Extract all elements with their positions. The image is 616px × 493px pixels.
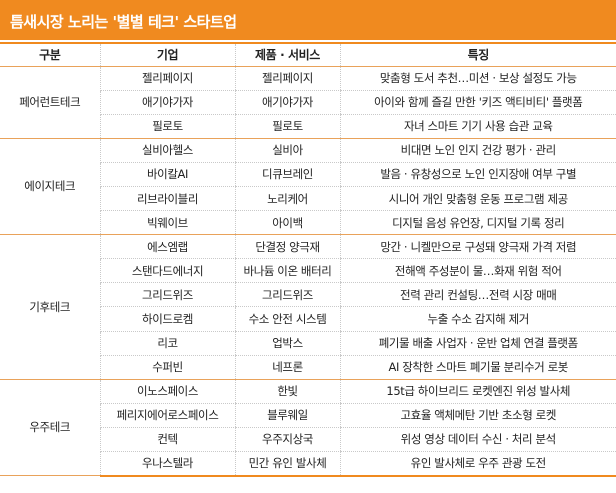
table-row: 스탠다드에너지 바나듐 이온 배터리 전해액 주성분이 물…화재 위험 적어 <box>0 258 616 284</box>
product-cell: 필로토 <box>234 114 340 139</box>
product-cell: 디큐브레인 <box>234 162 340 187</box>
category-cell: 우주테크 <box>0 379 100 477</box>
company-cell: 바이칼AI <box>99 162 235 187</box>
table-row: 페리지에어로스페이스 블루웨일 고효율 액체메탄 기반 초소형 로켓 <box>0 403 616 428</box>
company-cell: 에스엠랩 <box>99 234 235 260</box>
startup-table: 구분 기업 제품 · 서비스 특징 페어런트테크 젤리페이지 젤리페이지 맞춤형… <box>0 42 616 477</box>
table-row: 필로토 필로토 자녀 스마트 기기 사용 습관 교육 <box>0 114 616 139</box>
company-cell: 리브라이블리 <box>99 186 235 212</box>
feature-cell: 시니어 개인 맞춤형 운동 프로그램 제공 <box>339 186 616 212</box>
feature-cell: 유인 발사체로 우주 관광 도전 <box>339 451 616 477</box>
product-cell: 수소 안전 시스템 <box>234 306 340 332</box>
page-title: 틈새시장 노리는 '별별 테크' 스타트업 <box>0 0 616 40</box>
feature-cell: 전해액 주성분이 물…화재 위험 적어 <box>339 258 616 284</box>
feature-cell: 아이와 함께 즐길 만한 '키즈 액티비티' 플랫폼 <box>339 90 616 115</box>
table-row: 바이칼AI 디큐브레인 발음 · 유창성으로 노인 인지장애 여부 구별 <box>0 162 616 187</box>
company-cell: 실비아헬스 <box>99 138 235 163</box>
feature-cell: 디지털 음성 유언장, 디지털 기록 정리 <box>339 210 616 236</box>
feature-cell: 15t급 하이브리드 로켓엔진 위성 발사체 <box>339 379 616 404</box>
table-row: 컨텍 우주지상국 위성 영상 데이터 수신 · 처리 분석 <box>0 427 616 453</box>
table-row: 에이지테크 실비아헬스 실비아 비대면 노인 인지 건강 평가 · 관리 <box>0 138 616 236</box>
table-header-row: 구분 기업 제품 · 서비스 특징 <box>0 42 616 67</box>
feature-cell: 망간 · 니켈만으로 구성돼 양극재 가격 저렴 <box>339 234 616 260</box>
product-cell: 젤리페이지 <box>234 66 340 91</box>
table-row: 페어런트테크 젤리페이지 젤리페이지 맞춤형 도서 추천…미션 · 보상 설정도… <box>0 66 616 139</box>
feature-cell: 고효율 액체메탄 기반 초소형 로켓 <box>339 403 616 428</box>
company-cell: 수퍼빈 <box>99 355 235 380</box>
feature-cell: 누출 수소 감지해 제거 <box>339 306 616 332</box>
table-row: 그리드위즈 그리드위즈 전력 관리 컨설팅…전력 시장 매매 <box>0 282 616 308</box>
table-row: 우나스텔라 민간 유인 발사체 유인 발사체로 우주 관광 도전 <box>0 451 616 477</box>
company-cell: 페리지에어로스페이스 <box>99 403 235 428</box>
company-cell: 리코 <box>99 331 235 356</box>
company-cell: 필로토 <box>99 114 235 139</box>
feature-cell: 폐기물 배출 사업자 · 운반 업체 연결 플랫폼 <box>339 331 616 356</box>
feature-cell: 발음 · 유창성으로 노인 인지장애 여부 구별 <box>339 162 616 187</box>
company-cell: 컨텍 <box>99 427 235 453</box>
product-cell: 바나듐 이온 배터리 <box>234 258 340 284</box>
feature-cell: 맞춤형 도서 추천…미션 · 보상 설정도 가능 <box>339 66 616 91</box>
category-cell: 페어런트테크 <box>0 66 100 139</box>
product-cell: 아이백 <box>234 210 340 236</box>
header-product: 제품 · 서비스 <box>234 42 340 67</box>
company-cell: 하이드로켐 <box>99 306 235 332</box>
feature-cell: 위성 영상 데이터 수신 · 처리 분석 <box>339 427 616 453</box>
header-category: 구분 <box>0 42 100 67</box>
header-feature: 특징 <box>339 42 616 67</box>
company-cell: 그리드위즈 <box>99 282 235 308</box>
table-row: 애기야가자 애기야가자 아이와 함께 즐길 만한 '키즈 액티비티' 플랫폼 <box>0 90 616 115</box>
company-cell: 빅웨이브 <box>99 210 235 236</box>
company-cell: 스탠다드에너지 <box>99 258 235 284</box>
table-row: 리코 업박스 폐기물 배출 사업자 · 운반 업체 연결 플랫폼 <box>0 331 616 356</box>
table-row: 빅웨이브 아이백 디지털 음성 유언장, 디지털 기록 정리 <box>0 210 616 236</box>
company-cell: 젤리페이지 <box>99 66 235 91</box>
product-cell: 단결정 양극재 <box>234 234 340 260</box>
table-row: 하이드로켐 수소 안전 시스템 누출 수소 감지해 제거 <box>0 306 616 332</box>
feature-cell: 비대면 노인 인지 건강 평가 · 관리 <box>339 138 616 163</box>
product-cell: 그리드위즈 <box>234 282 340 308</box>
company-cell: 우나스텔라 <box>99 451 235 477</box>
product-cell: 블루웨일 <box>234 403 340 428</box>
feature-cell: 전력 관리 컨설팅…전력 시장 매매 <box>339 282 616 308</box>
category-cell: 기후테크 <box>0 234 100 380</box>
table-row: 수퍼빈 네프론 AI 장착한 스마트 폐기물 분리수거 로봇 <box>0 355 616 380</box>
product-cell: 네프론 <box>234 355 340 380</box>
product-cell: 한빛 <box>234 379 340 404</box>
feature-cell: AI 장착한 스마트 폐기물 분리수거 로봇 <box>339 355 616 380</box>
header-company: 기업 <box>99 42 235 67</box>
product-cell: 애기야가자 <box>234 90 340 115</box>
table-row: 기후테크 에스엠랩 단결정 양극재 망간 · 니켈만으로 구성돼 양극재 가격 … <box>0 234 616 380</box>
company-cell: 이노스페이스 <box>99 379 235 404</box>
category-cell: 에이지테크 <box>0 138 100 236</box>
product-cell: 업박스 <box>234 331 340 356</box>
product-cell: 노리케어 <box>234 186 340 212</box>
product-cell: 민간 유인 발사체 <box>234 451 340 477</box>
product-cell: 우주지상국 <box>234 427 340 453</box>
feature-cell: 자녀 스마트 기기 사용 습관 교육 <box>339 114 616 139</box>
product-cell: 실비아 <box>234 138 340 163</box>
table-row: 리브라이블리 노리케어 시니어 개인 맞춤형 운동 프로그램 제공 <box>0 186 616 212</box>
company-cell: 애기야가자 <box>99 90 235 115</box>
table-row: 우주테크 이노스페이스 한빛 15t급 하이브리드 로켓엔진 위성 발사체 <box>0 379 616 477</box>
